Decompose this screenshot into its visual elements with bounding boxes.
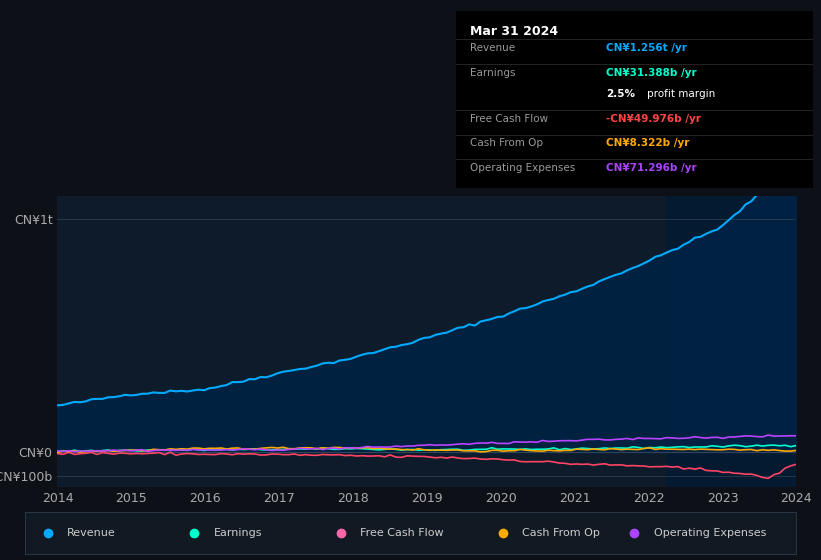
Text: Revenue: Revenue (67, 529, 116, 538)
Text: CN¥1.256t /yr: CN¥1.256t /yr (606, 43, 686, 53)
Text: -CN¥49.976b /yr: -CN¥49.976b /yr (606, 114, 700, 124)
Text: Operating Expenses: Operating Expenses (470, 163, 576, 173)
Text: Earnings: Earnings (470, 68, 516, 78)
Bar (666, 196, 796, 487)
Text: 2.5%: 2.5% (606, 89, 635, 99)
Text: CN¥8.322b /yr: CN¥8.322b /yr (606, 138, 689, 148)
Text: Cash From Op: Cash From Op (522, 529, 600, 538)
Text: Earnings: Earnings (213, 529, 262, 538)
Text: Mar 31 2024: Mar 31 2024 (470, 25, 558, 38)
Text: Operating Expenses: Operating Expenses (654, 529, 766, 538)
Text: CN¥71.296b /yr: CN¥71.296b /yr (606, 163, 696, 173)
Text: profit margin: profit margin (647, 89, 715, 99)
Text: CN¥31.388b /yr: CN¥31.388b /yr (606, 68, 696, 78)
Text: Cash From Op: Cash From Op (470, 138, 543, 148)
Text: Free Cash Flow: Free Cash Flow (470, 114, 548, 124)
Text: Free Cash Flow: Free Cash Flow (360, 529, 444, 538)
Text: Revenue: Revenue (470, 43, 515, 53)
